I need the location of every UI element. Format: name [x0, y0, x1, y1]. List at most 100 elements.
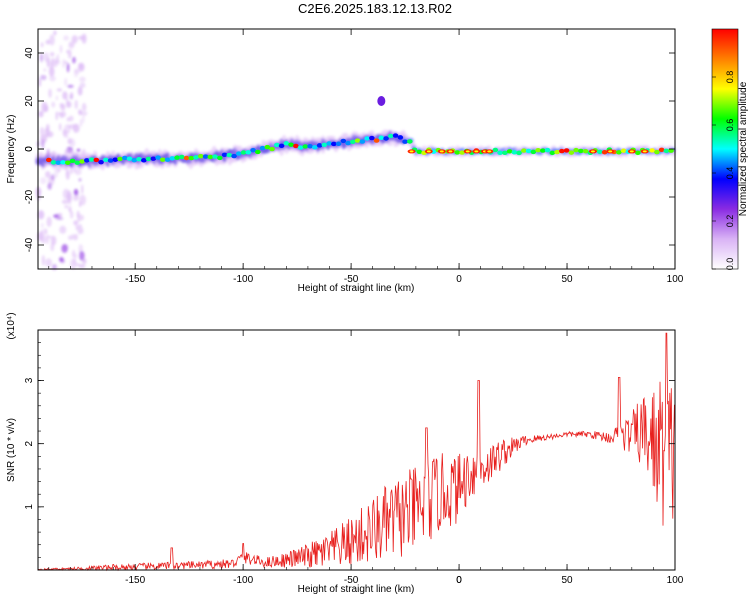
ridge-hotspot-core — [642, 150, 647, 153]
ridge-cell — [88, 157, 95, 162]
noise-cell — [49, 62, 53, 70]
ridge-cell — [283, 141, 290, 146]
ridge-cell — [107, 158, 114, 163]
ridge-cell — [288, 142, 294, 147]
y-tick-label: 20 — [24, 95, 35, 107]
noise-cell — [73, 68, 79, 78]
noise-cell — [48, 66, 55, 77]
ridge-cell — [98, 159, 104, 165]
ridge-cell — [511, 150, 518, 155]
noise-cell — [66, 62, 70, 73]
ridge-cell — [454, 150, 461, 155]
ridge-cell — [544, 147, 551, 153]
noise-cell — [68, 41, 75, 47]
y-tick-label: -20 — [24, 189, 35, 204]
noise-cell — [67, 84, 74, 88]
noise-cell — [44, 228, 48, 235]
noise-cell — [67, 138, 73, 145]
figure-title: C2E6.2025.183.12.13.R02 — [298, 1, 452, 16]
ridge-cell — [516, 150, 522, 156]
ridge-hotspot-core — [474, 150, 479, 153]
ridge-cell — [117, 156, 123, 162]
x-tick-label: -100 — [233, 575, 253, 586]
ridge-cell — [64, 160, 71, 165]
noise-cell — [77, 86, 83, 96]
ridge-cell — [326, 141, 332, 146]
ridge-cell — [502, 150, 508, 156]
ridge-cell — [160, 157, 166, 162]
noise-cell — [38, 77, 42, 87]
ridge-cell — [649, 148, 655, 153]
noise-cell — [73, 253, 78, 259]
ridge-cell — [250, 147, 256, 153]
ridge-cell — [388, 133, 394, 139]
ridge-cell — [601, 150, 608, 155]
noise-cell — [66, 117, 71, 122]
noise-cell — [62, 91, 68, 100]
y-tick-label: 40 — [24, 47, 35, 59]
noise-cell — [39, 74, 47, 81]
ridge-cell — [354, 138, 361, 143]
ridge-cell — [293, 143, 299, 149]
ridge-cell — [84, 158, 90, 163]
ridge-cell — [112, 157, 119, 162]
noise-cell — [61, 111, 67, 118]
noise-cell — [62, 188, 70, 200]
noise-cell — [41, 254, 45, 266]
noise-cell — [74, 99, 78, 110]
noise-cell — [76, 148, 81, 152]
colorbar-label: Normalized spectral amplitude — [738, 81, 749, 216]
x-tick-label: -100 — [233, 274, 253, 285]
noise-cell — [71, 35, 78, 44]
noise-cell — [66, 49, 70, 54]
noise-cell — [49, 75, 56, 82]
ridge-cell — [226, 152, 233, 158]
ridge-cell — [402, 139, 408, 144]
ridge-cell — [221, 152, 228, 157]
noise-cell — [50, 235, 57, 246]
noise-cell — [41, 138, 46, 145]
noise-cell — [63, 35, 69, 41]
ridge-cell — [188, 155, 195, 161]
noise-cell — [79, 82, 86, 89]
ridge-cell — [207, 154, 214, 160]
ridge-hotspot-core — [629, 150, 634, 153]
ridge-cell — [616, 150, 622, 155]
x-tick-label: 0 — [456, 575, 462, 586]
ridge-cell — [521, 148, 527, 153]
ridge-cell — [240, 150, 247, 155]
ridge-cell — [331, 141, 337, 147]
ridge-cell — [55, 160, 62, 165]
ridge-cell — [136, 156, 142, 162]
ridge-cell — [378, 135, 385, 140]
ridge-cell — [164, 157, 171, 162]
ridge-cell — [549, 150, 556, 156]
colorbar-tick-label: 0.0 — [725, 258, 735, 271]
noise-cell — [73, 233, 78, 241]
ridge-hotspot-core — [439, 150, 444, 153]
noise-cell — [76, 210, 80, 219]
y-tick-label: 1 — [24, 504, 35, 510]
noise-cell — [71, 233, 74, 240]
ridge-cell — [373, 138, 380, 143]
noise-cell — [61, 244, 68, 253]
noise-cell — [57, 216, 64, 221]
x-tick-label: -50 — [344, 575, 359, 586]
noise-cell — [79, 250, 85, 261]
ridge-cell — [269, 146, 275, 152]
noise-cell — [73, 188, 79, 196]
ridge-cell — [193, 155, 199, 160]
ridge-cell — [155, 155, 161, 160]
noise-cell — [62, 58, 66, 69]
ridge-cell — [50, 160, 57, 165]
noise-cell — [41, 222, 44, 229]
ridge-cell — [179, 154, 185, 160]
snr-frame — [37, 329, 676, 571]
noise-cell — [81, 184, 84, 195]
x-tick-label: 0 — [456, 575, 462, 586]
noise-cell — [80, 118, 83, 127]
noise-cell — [45, 258, 53, 268]
